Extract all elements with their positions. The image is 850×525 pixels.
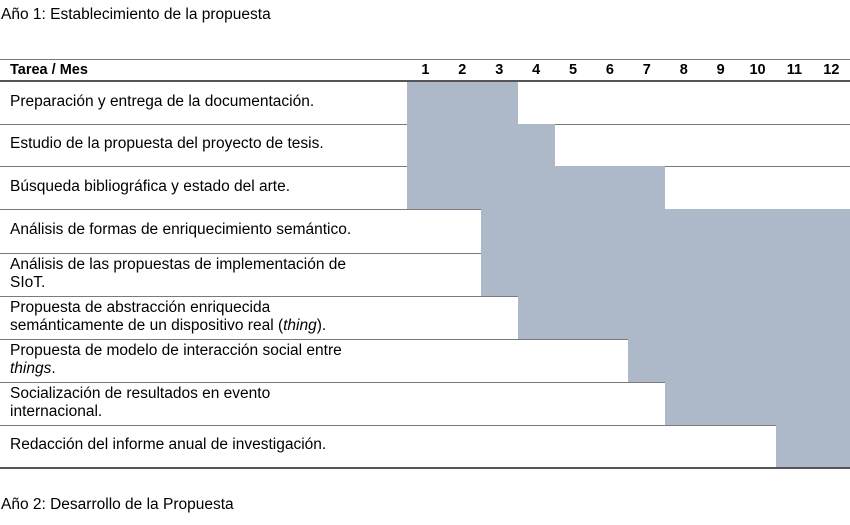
task-label: Búsqueda bibliográfica y estado del arte… <box>10 177 291 195</box>
month-header-5: 5 <box>569 62 578 78</box>
task-label: Propuesta de abstracción enriquecida semá… <box>10 298 327 334</box>
month-header-12: 12 <box>823 62 840 78</box>
month-header-9: 9 <box>716 62 725 78</box>
gantt-bar <box>407 82 518 124</box>
month-header-6: 6 <box>605 62 614 78</box>
task-label: Preparación y entrega de la documentació… <box>10 93 315 110</box>
task-label: Análisis de formas de enriquecimiento se… <box>10 221 352 238</box>
gantt-bar <box>628 339 850 382</box>
month-header-8: 8 <box>679 62 688 78</box>
heading-year-1: Año 1: Establecimiento de la propuesta <box>1 6 271 23</box>
month-header-7: 7 <box>642 62 651 78</box>
month-header-11: 11 <box>786 62 803 78</box>
month-header-3: 3 <box>495 62 504 78</box>
row-rule <box>0 382 850 383</box>
heading-year-2: Año 2: Desarrollo de la Propuesta <box>1 496 234 513</box>
month-header-1: 1 <box>421 62 430 78</box>
row-rule <box>0 467 850 469</box>
task-label: Redacción del informe anual de investiga… <box>10 436 327 453</box>
gantt-bar <box>665 382 850 425</box>
header-task-label: Tarea / Mes <box>10 62 88 78</box>
row-rule <box>0 296 850 297</box>
month-header-4: 4 <box>532 62 541 78</box>
header-rule <box>0 80 850 82</box>
month-header-2: 2 <box>458 62 467 78</box>
gantt-bar <box>407 166 666 209</box>
row-rule <box>0 425 850 426</box>
gantt-bar <box>407 124 555 166</box>
task-label: Propuesta de modelo de interacción socia… <box>10 341 342 377</box>
gantt-bar <box>480 253 850 296</box>
table-top-rule <box>0 59 850 60</box>
row-rule <box>0 209 850 210</box>
gantt-bar <box>480 209 850 253</box>
task-label: Estudio de la propuesta del proyecto de … <box>10 135 324 152</box>
task-label: Análisis de las propuestas de implementa… <box>10 255 347 291</box>
month-header-10: 10 <box>749 62 766 78</box>
gantt-bar <box>517 296 850 339</box>
row-rule <box>0 253 850 254</box>
gantt-bar <box>776 425 850 467</box>
task-label: Socialización de resultados en evento int… <box>10 384 271 420</box>
row-rule <box>0 339 850 340</box>
